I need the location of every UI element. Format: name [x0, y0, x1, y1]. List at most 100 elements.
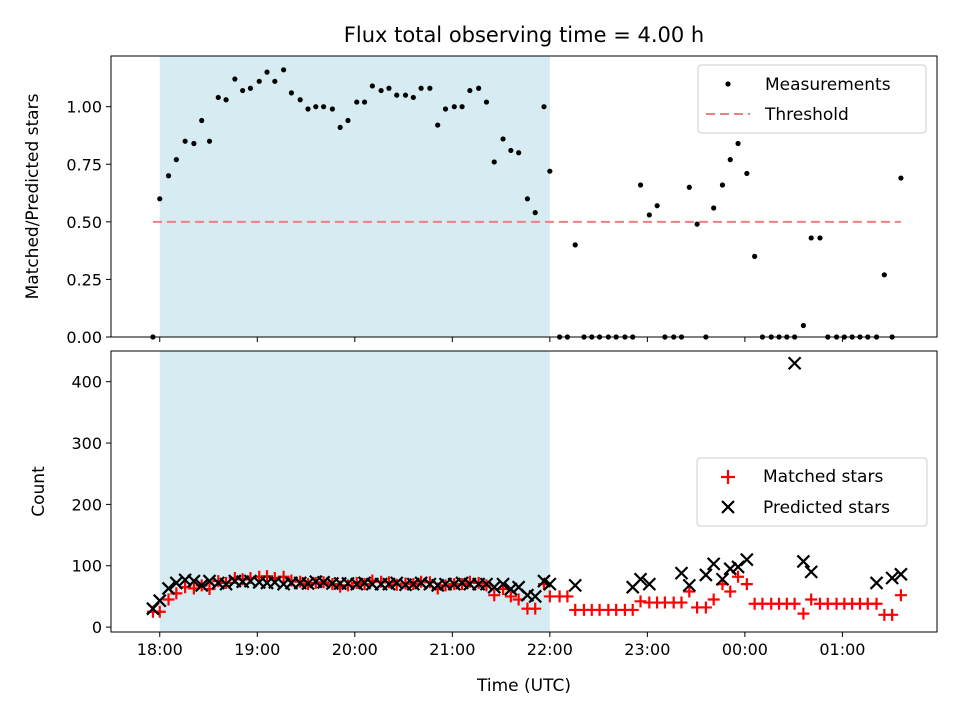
measurement-point: [646, 212, 652, 218]
count-panel-legend: Matched stars Predicted stars: [696, 457, 928, 527]
matched-star-point: [341, 579, 354, 592]
measurement-point: [320, 104, 327, 110]
legend-label-predicted: Predicted stars: [763, 498, 890, 518]
ratio-panel: 0.00 0.25 0.50 0.75 1.00 Matched/Predicted s…: [23, 55, 938, 347]
measurement-point: [215, 94, 221, 101]
predicted-star-point: [869, 576, 884, 590]
measurement-point: [459, 104, 465, 110]
matched-star-point: [699, 601, 712, 614]
measurement-point: [508, 147, 514, 154]
predicted-star-point: [633, 572, 648, 587]
x-tick-label: 21:00: [429, 640, 475, 659]
measurement-point: [369, 83, 375, 89]
measurement-point: [157, 196, 163, 202]
predicted-star-point: [804, 565, 818, 579]
x-tick-label: 22:00: [527, 640, 573, 659]
matched-star-point: [886, 608, 899, 621]
predicted-star-point: [682, 578, 697, 593]
measurement-point: [808, 235, 814, 241]
measurement-point: [752, 253, 758, 259]
predicted-star-point: [787, 356, 802, 371]
y-tick-label: 200: [71, 495, 102, 514]
y-tick-label: 0.00: [66, 328, 102, 347]
x-axis-label: Time (UTC): [476, 676, 571, 696]
measurement-point: [305, 106, 311, 112]
predicted-star-point: [796, 554, 811, 569]
measurement-point: [165, 173, 172, 179]
measurement-point: [386, 85, 392, 91]
legend-marker-predicted: [721, 500, 735, 514]
matched-star-point: [382, 576, 395, 589]
legend-box: [696, 457, 928, 527]
predicted-star-point: [301, 576, 315, 591]
matched-star-point: [707, 593, 720, 606]
legend-label-threshold: Threshold: [764, 105, 849, 125]
measurement-point: [898, 175, 904, 181]
legend-marker-measurements: [725, 81, 731, 87]
measurement-point: [524, 196, 531, 202]
predicted-star-point: [674, 566, 689, 580]
measurement-point: [247, 85, 254, 91]
y-tick-label: 1.00: [66, 98, 102, 117]
matched-star-point: [788, 597, 801, 610]
matched-star-point: [529, 602, 542, 615]
x-tick-label: 00:00: [722, 640, 768, 659]
y-tick-label: 0.75: [66, 155, 102, 174]
x-tick-label: 23:00: [624, 640, 670, 659]
predicted-star-point: [642, 577, 657, 591]
measurement-point: [727, 157, 733, 163]
matched-star-point: [894, 589, 907, 602]
measurement-point: [313, 104, 319, 110]
predicted-star-point: [504, 582, 518, 596]
measurement-point: [206, 138, 213, 144]
predicted-star-point: [161, 581, 176, 596]
measurement-point: [516, 150, 522, 156]
measurement-point: [182, 138, 188, 144]
measurement-point: [711, 205, 717, 211]
predicted-star-point: [187, 574, 201, 588]
predicted-star-point: [885, 571, 899, 585]
measurement-point: [800, 322, 806, 329]
x-tick-label: 01:00: [819, 640, 865, 659]
matched-star-point: [634, 595, 647, 608]
measurement-point: [427, 85, 433, 91]
measurement-point: [191, 140, 197, 147]
measurement-point: [378, 87, 384, 94]
count-panel-frame: [110, 350, 938, 633]
matched-star-point: [162, 593, 175, 606]
measurement-point: [547, 168, 553, 174]
ratio-panel-ylabel: Matched/Predicted stars: [23, 93, 43, 299]
measurement-point: [394, 92, 400, 98]
legend-marker-matched: [721, 470, 735, 484]
matched-star-point: [797, 607, 810, 620]
ratio-panel-legend: Measurements Threshold: [697, 64, 927, 134]
measurement-point: [240, 87, 246, 94]
measurement-point: [223, 97, 229, 103]
measurement-point: [817, 235, 823, 241]
legend-label-measurements: Measurements: [765, 75, 891, 95]
predicted-star-point: [894, 567, 908, 582]
measurement-point: [532, 210, 538, 216]
legend-label-matched: Matched stars: [763, 467, 883, 487]
matched-star-point: [626, 603, 639, 616]
measurement-point: [541, 104, 547, 110]
predicted-star-point: [194, 578, 209, 593]
measurement-point: [329, 106, 335, 112]
predicted-star-point: [528, 589, 542, 604]
chart-title: Flux total observing time = 4.00 h: [344, 23, 704, 47]
x-tick-label: 18:00: [137, 640, 183, 659]
measurement-point: [264, 69, 270, 75]
measurement-point: [232, 76, 238, 82]
predicted-star-point: [715, 572, 730, 587]
ratio-panel-ticks: 0.00 0.25 0.50 0.75 1.00: [66, 98, 843, 347]
y-tick-label: 100: [71, 557, 102, 576]
measurement-point: [694, 221, 700, 227]
measurement-point: [572, 242, 578, 248]
measurement-point: [337, 124, 343, 131]
measurement-point: [345, 117, 351, 124]
predicted-star-point: [169, 576, 184, 590]
measurement-point: [744, 170, 750, 177]
matched-star-point: [870, 597, 883, 610]
measurement-point: [361, 99, 368, 105]
measurement-point: [491, 159, 497, 165]
